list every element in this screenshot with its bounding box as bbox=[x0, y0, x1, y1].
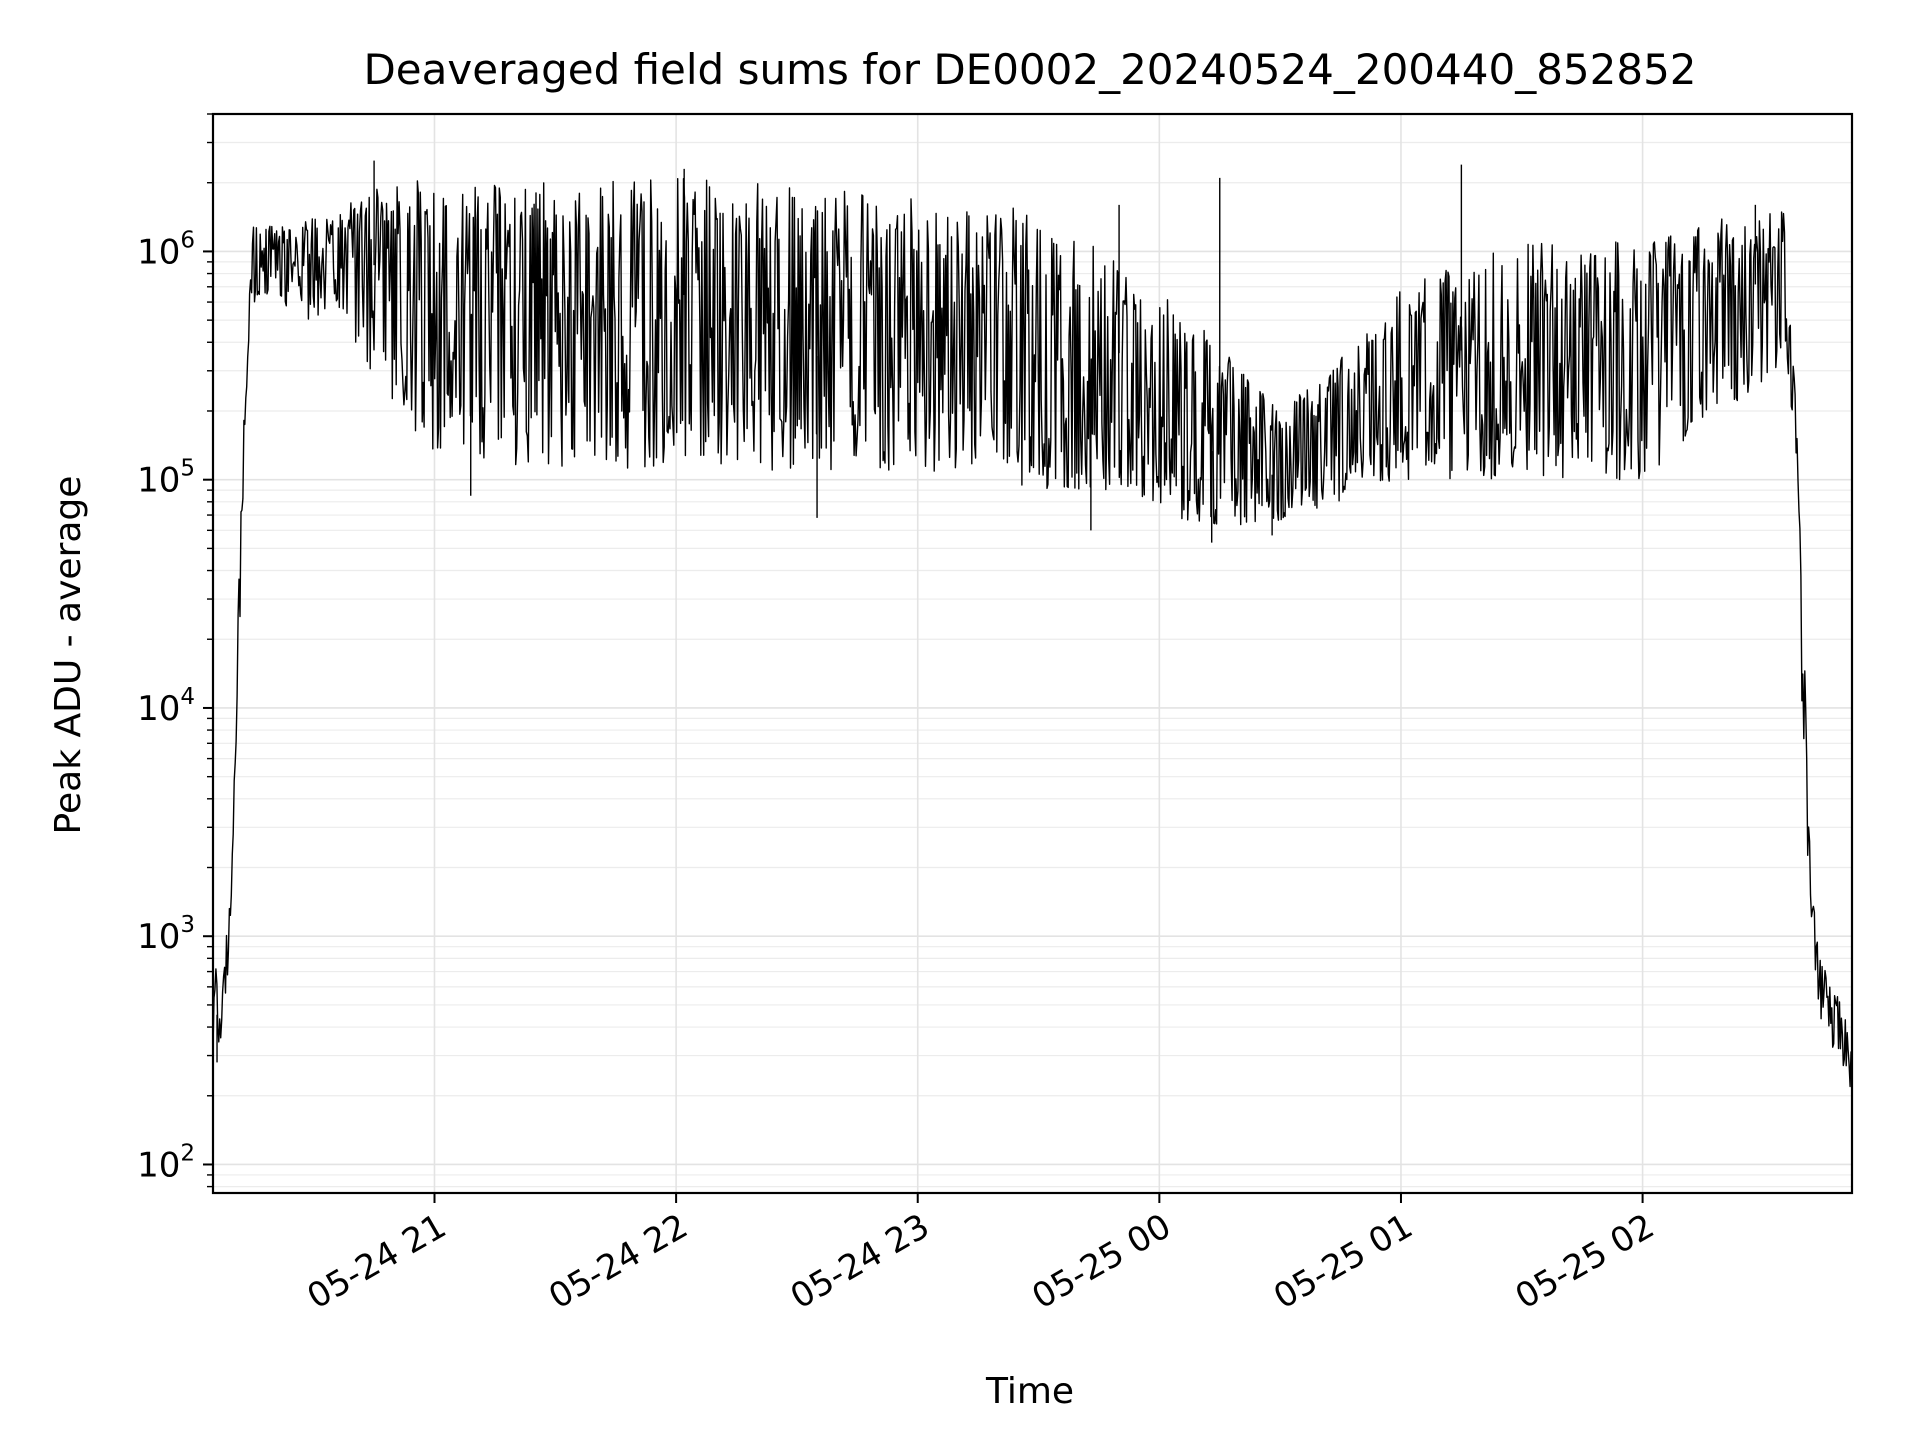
y-tick-label-base: 10 bbox=[137, 689, 180, 729]
series-layer bbox=[212, 160, 1853, 1088]
y-tick-label-exponent: 3 bbox=[180, 912, 195, 938]
y-tick-label-exponent: 5 bbox=[180, 456, 195, 482]
y-tick-label-exponent: 4 bbox=[180, 684, 195, 710]
y-tick-label: 106 bbox=[137, 227, 195, 272]
y-tick-label: 103 bbox=[137, 912, 195, 957]
x-axis-label: Time bbox=[985, 1371, 1074, 1412]
y-tick-label-exponent: 6 bbox=[180, 227, 195, 253]
y-tick-label: 105 bbox=[137, 456, 195, 501]
chart-title: Deaveraged field sums for DE0002_2024052… bbox=[363, 45, 1696, 94]
y-tick-label: 104 bbox=[137, 684, 195, 729]
y-tick-label: 102 bbox=[137, 1140, 195, 1185]
y-tick-label-base: 10 bbox=[137, 461, 180, 501]
series-line bbox=[212, 178, 1853, 1088]
y-tick-label-base: 10 bbox=[137, 1145, 180, 1185]
plot-area bbox=[211, 112, 1854, 1195]
y-tick-label-base: 10 bbox=[137, 232, 180, 272]
y-tick-label-exponent: 2 bbox=[180, 1140, 195, 1166]
y-tick-label-base: 10 bbox=[137, 917, 180, 957]
y-axis-label: Peak ADU - average bbox=[48, 476, 89, 835]
